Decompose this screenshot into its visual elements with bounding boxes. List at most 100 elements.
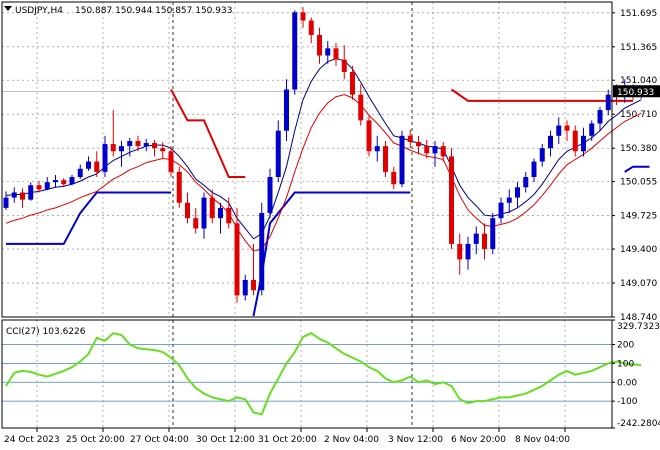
candle-body <box>515 187 520 198</box>
candle <box>605 89 611 116</box>
candle-body <box>308 20 314 35</box>
symbol-arrow-icon <box>4 6 12 11</box>
fast-ma-line <box>5 58 642 240</box>
candle <box>242 274 248 301</box>
price-tick-label: 149.400 <box>620 245 657 255</box>
candle <box>391 166 397 190</box>
cci-panel-frame <box>1 319 613 429</box>
candle-body <box>77 168 83 177</box>
candle <box>119 140 124 167</box>
candle-body <box>449 156 454 244</box>
time-tick-label: 6 Nov 20:00 <box>451 435 506 445</box>
candle-body <box>300 12 306 21</box>
candle-body <box>465 243 471 260</box>
slow-ma-line <box>5 94 642 252</box>
current-price-tag <box>613 85 660 98</box>
candle-body <box>127 140 133 147</box>
candle <box>333 43 339 66</box>
candle <box>564 120 570 141</box>
candle <box>300 7 306 28</box>
candle <box>94 151 100 177</box>
candle-body <box>597 110 603 124</box>
candle <box>440 142 446 162</box>
time-tick-label: 30 Oct 12:00 <box>196 435 255 445</box>
resistance-lines <box>170 88 633 178</box>
candle-body <box>275 130 281 177</box>
candle-body <box>185 202 190 219</box>
candle-body <box>110 144 116 152</box>
candle-body <box>44 182 50 190</box>
time-tick-label: 25 Oct 20:00 <box>66 435 125 445</box>
candle-body <box>259 213 265 291</box>
candle <box>11 187 17 203</box>
candle <box>201 192 207 239</box>
price-tick-label: 149.070 <box>620 279 657 289</box>
cci-axis: 329.7323 200 100 0.00 -100 -242.2804 <box>612 319 660 429</box>
candle-body <box>20 192 25 200</box>
candle <box>259 202 265 296</box>
candle <box>209 189 215 224</box>
candle-body <box>506 197 512 203</box>
candle <box>317 27 322 64</box>
candle-body <box>424 146 430 154</box>
candle-body <box>564 125 570 131</box>
candle <box>523 171 529 193</box>
candle <box>374 135 380 162</box>
candle <box>457 233 463 275</box>
candle-body <box>168 151 174 172</box>
candle-body <box>3 197 9 208</box>
price-panel-frame <box>1 1 613 318</box>
time-tick-label: 3 Nov 12:00 <box>388 435 443 445</box>
candle <box>160 142 166 159</box>
time-tick-label: 27 Oct 04:00 <box>130 435 189 445</box>
candle-body <box>28 185 34 200</box>
candle-body <box>383 146 388 172</box>
candle-body <box>539 148 545 162</box>
candle-body <box>86 161 91 169</box>
candle-body <box>350 72 355 95</box>
candle-body <box>135 140 141 147</box>
candle-body <box>119 146 124 152</box>
candle <box>28 182 34 201</box>
candle <box>482 223 487 260</box>
support-segment <box>252 191 411 317</box>
price-tick-label: 151.365 <box>620 43 657 53</box>
price-tick-label: 150.380 <box>620 144 657 154</box>
candle-body <box>589 123 595 136</box>
candle-body <box>160 148 166 152</box>
price-axis: 151.695 151.365 151.040 150.710 150.380 150.0… <box>612 9 660 323</box>
candle <box>416 135 421 155</box>
candle-body <box>523 177 529 188</box>
price-tick-label: 150.055 <box>620 178 657 188</box>
candle <box>531 158 537 183</box>
candle <box>152 139 157 157</box>
candle-body <box>556 125 562 136</box>
candle-body <box>358 94 364 121</box>
candle-body <box>218 207 223 219</box>
candle-body <box>325 48 331 56</box>
price-tick-label: 149.725 <box>620 212 657 222</box>
candle-body <box>152 143 157 149</box>
candle <box>127 137 133 157</box>
candle-body <box>102 144 108 172</box>
price-tick-label: 151.040 <box>620 76 657 86</box>
candle <box>498 197 504 224</box>
candle-body <box>391 171 397 185</box>
candle <box>325 41 331 64</box>
candle <box>44 177 50 191</box>
candle <box>36 181 42 193</box>
candle <box>597 107 603 131</box>
candle <box>548 130 553 157</box>
candle <box>226 197 232 229</box>
candle-body <box>267 177 273 214</box>
current-price-label: 150.933 <box>617 88 654 98</box>
candle-body <box>234 223 240 296</box>
candle-body <box>399 135 405 185</box>
candle-body <box>498 202 504 219</box>
candle <box>490 213 496 255</box>
candle <box>308 17 314 44</box>
candle <box>176 166 182 208</box>
candle <box>581 127 586 157</box>
candle-body <box>69 177 75 185</box>
